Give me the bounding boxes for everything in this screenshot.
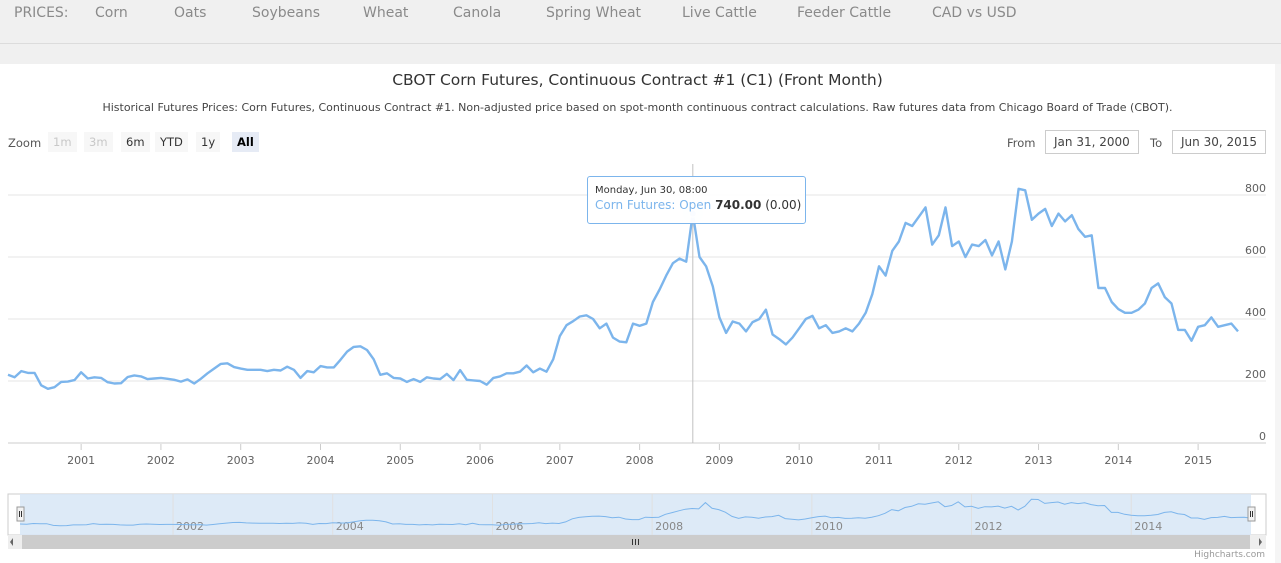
x-tick-label: 2009 [705,454,733,467]
x-tick-label: 2014 [1104,454,1132,467]
zoom-6m-button[interactable]: 6m [121,132,150,152]
navigator-label: 2002 [176,520,204,533]
y-tick-label: 200 [1245,368,1266,381]
x-tick-label: 2011 [865,454,893,467]
x-tick-label: 2007 [546,454,574,467]
x-tick-label: 2002 [147,454,175,467]
x-tick-label: 2005 [386,454,414,467]
navigator-label: 2006 [495,520,523,533]
grid-lines [8,194,1266,450]
prices-label: PRICES: [14,5,69,21]
chart-panel: CBOT Corn Futures, Continuous Contract #… [0,64,1275,563]
prices-nav: PRICES: Corn Oats Soybeans Wheat Canola … [0,0,1281,44]
nav-live-cattle[interactable]: Live Cattle [682,5,757,21]
y-tick-label: 400 [1245,306,1266,319]
x-tick-label: 2013 [1025,454,1053,467]
x-tick-label: 2006 [466,454,494,467]
x-tick-label: 2015 [1184,454,1212,467]
navigator-labels: 2002 2004 2006 2008 2010 2012 2014 [172,494,1162,535]
to-date-input[interactable]: Jun 30, 2015 [1172,130,1266,154]
page-scrollbar[interactable] [1275,64,1281,563]
nav-spring-wheat[interactable]: Spring Wheat [546,5,642,21]
nav-cad-vs-usd[interactable]: CAD vs USD [932,5,1017,21]
to-label: To [1150,136,1163,150]
x-tick-label: 2008 [626,454,654,467]
navigator-series-line [19,498,1252,527]
nav-oats[interactable]: Oats [174,5,207,21]
navigator-selection[interactable] [20,494,1251,535]
tooltip-value: 740.00 [715,198,762,212]
zoom-1m-button[interactable]: 1m [48,132,77,152]
navigator-label: 2010 [815,520,843,533]
x-tick-label: 2012 [945,454,973,467]
tooltip-change: (0.00) [765,198,802,212]
nav-soybeans[interactable]: Soybeans [252,5,320,21]
navigator-label: 2008 [655,520,683,533]
nav-canola[interactable]: Canola [453,5,502,21]
x-axis-labels: 2001 2002 2003 2004 2005 2006 2007 2008 2009 2010… [67,454,1212,467]
tooltip: Monday, Jun 30, 08:00 Corn Futures: Open… [587,176,806,224]
y-tick-label: 0 [1259,430,1266,443]
x-tick-label: 2010 [785,454,813,467]
x-tick-label: 2001 [67,454,95,467]
chart-title: CBOT Corn Futures, Continuous Contract #… [392,71,883,89]
nav-corn[interactable]: Corn [95,5,128,21]
zoom-1y-button[interactable]: 1y [196,132,221,152]
y-tick-label: 800 [1245,182,1266,195]
zoom-label: Zoom [8,136,42,150]
scroll-right-arrow-icon[interactable] [1259,538,1262,546]
navigator-left-handle[interactable] [16,506,25,522]
zoom-3m-button[interactable]: 3m [84,132,113,152]
from-date-input[interactable]: Jan 31, 2000 [1045,130,1139,154]
navigator-label: 2014 [1134,520,1162,533]
navigator-right-handle[interactable] [1247,506,1256,522]
chart-subtitle: Historical Futures Prices: Corn Futures,… [102,101,1173,114]
tooltip-date: Monday, Jun 30, 08:00 [595,185,708,196]
zoom-all-button[interactable]: All [232,132,259,152]
nav-wheat[interactable]: Wheat [363,5,409,21]
y-tick-label: 600 [1245,244,1266,257]
from-label: From [1007,136,1036,150]
scroll-left-arrow-icon[interactable] [10,538,13,546]
zoom-ytd-button[interactable]: YTD [155,132,188,152]
y-axis-labels: 0 200 400 600 800 [1245,182,1266,443]
x-tick-label: 2003 [227,454,255,467]
tooltip-series-name: Corn Futures: Open [595,198,712,212]
navigator-label: 2012 [975,520,1003,533]
series-line[interactable] [7,187,1239,390]
nav-feeder-cattle[interactable]: Feeder Cattle [797,5,892,21]
highcharts-credits[interactable]: Highcharts.com [1194,550,1265,560]
x-tick-label: 2004 [306,454,334,467]
scrollbar-grip-icon [632,539,639,545]
